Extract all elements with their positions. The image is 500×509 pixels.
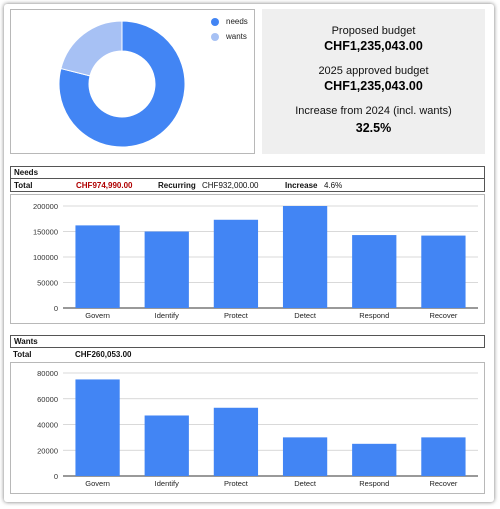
donut-slice-wants[interactable] <box>60 20 123 77</box>
needs-total-label: Total <box>14 180 33 190</box>
needs-x-tick-label: Protect <box>224 311 249 320</box>
wants-x-tick-label: Identify <box>155 479 179 488</box>
wants-total-label: Total <box>13 350 32 359</box>
wants-bar-recover[interactable] <box>421 437 466 476</box>
wants-x-tick-label: Recover <box>429 479 457 488</box>
needs-x-tick-label: Govern <box>85 311 110 320</box>
needs-y-tick-label: 100000 <box>33 253 58 262</box>
needs-bar-identify[interactable] <box>144 231 189 309</box>
budget-summary-panel: Proposed budget CHF1,235,043.00 2025 app… <box>262 9 485 154</box>
needs-y-tick-label: 200000 <box>33 202 58 211</box>
needs-x-tick-label: Detect <box>294 311 317 320</box>
needs-recurring-label: Recurring <box>158 180 196 190</box>
wants-y-tick-label: 80000 <box>37 369 58 378</box>
proposed-budget-label: Proposed budget <box>331 25 416 37</box>
needs-x-tick-label: Recover <box>429 311 457 320</box>
needs-total-value: CHF974,990.00 <box>76 180 133 190</box>
legend-wants[interactable]: wants <box>211 32 247 41</box>
wants-bar-chart-panel: 0 20000 40000 60000 80000 Govern Identify Prote… <box>10 362 485 494</box>
needs-bar-respond[interactable] <box>352 235 397 308</box>
needs-y-tick-label: 0 <box>54 304 58 313</box>
needs-recurring-value: CHF932,000.00 <box>202 180 259 190</box>
needs-title: Needs <box>14 168 39 177</box>
wants-x-tick-label: Protect <box>224 479 249 488</box>
needs-bar-govern[interactable] <box>75 225 120 308</box>
needs-increase-label: Increase <box>285 180 318 190</box>
needs-bar-recover[interactable] <box>421 235 466 308</box>
needs-increase-value: 4.6% <box>324 180 343 190</box>
wants-title: Wants <box>14 337 38 346</box>
wants-y-tick-label: 40000 <box>37 421 58 430</box>
legend-wants-label: wants <box>226 32 247 41</box>
wants-bar-govern[interactable] <box>75 379 120 476</box>
needs-bar-chart: 0 50000 100000 150000 200000 Govern Identify Pr… <box>33 202 478 320</box>
wants-bar-respond[interactable] <box>352 443 397 476</box>
wants-y-tick-label: 60000 <box>37 395 58 404</box>
wants-x-tick-label: Respond <box>359 479 389 488</box>
wants-bar-protect[interactable] <box>213 407 259 476</box>
wants-y-tick-label: 20000 <box>37 446 58 455</box>
needs-bar-chart-panel: 0 50000 100000 150000 200000 Govern Identify Pr… <box>10 194 485 324</box>
donut-slice-needs[interactable] <box>58 20 186 148</box>
donut-chart-panel: needs wants <box>10 9 255 154</box>
needs-total-row: Total CHF974,990.00 Recurring CHF932,000… <box>10 179 485 192</box>
wants-x-tick-label: Detect <box>294 479 317 488</box>
needs-bar-protect[interactable] <box>213 219 259 308</box>
legend-needs[interactable]: needs <box>211 17 248 26</box>
approved-budget-label: 2025 approved budget <box>318 65 429 77</box>
increase-value: 32.5% <box>355 121 392 135</box>
wants-total-value: CHF260,053.00 <box>75 350 132 359</box>
legend-needs-label: needs <box>226 17 248 26</box>
legend-needs-swatch <box>211 17 219 26</box>
needs-x-tick-label: Respond <box>359 311 389 320</box>
needs-y-tick-label: 150000 <box>33 228 58 237</box>
legend-wants-swatch <box>211 32 219 41</box>
needs-y-tick-label: 50000 <box>37 279 58 288</box>
needs-x-tick-label: Identify <box>155 311 179 320</box>
increase-label: Increase from 2024 (incl. wants) <box>295 105 452 117</box>
wants-total-row: Total CHF260,053.00 <box>10 348 485 361</box>
proposed-budget-value: CHF1,235,043.00 <box>324 39 423 53</box>
needs-title-row: Needs <box>10 166 485 179</box>
needs-bar-detect[interactable] <box>282 206 328 308</box>
approved-budget-value: CHF1,235,043.00 <box>324 79 423 93</box>
wants-bar-identify[interactable] <box>144 415 189 476</box>
wants-title-row: Wants <box>10 335 485 348</box>
donut-chart <box>58 20 186 148</box>
wants-x-tick-label: Govern <box>85 479 110 488</box>
wants-bar-detect[interactable] <box>282 437 328 476</box>
wants-bar-chart: 0 20000 40000 60000 80000 Govern Identify Prote… <box>37 369 478 488</box>
wants-y-tick-label: 0 <box>54 472 58 481</box>
